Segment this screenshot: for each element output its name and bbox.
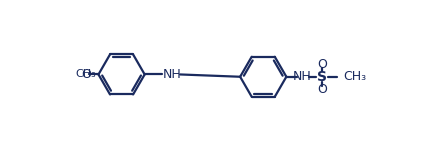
Text: CH₃: CH₃ bbox=[344, 70, 366, 83]
Text: O: O bbox=[81, 68, 91, 81]
Text: CH₃: CH₃ bbox=[76, 69, 96, 79]
Text: O: O bbox=[317, 83, 327, 96]
Text: NH: NH bbox=[163, 68, 182, 81]
Text: S: S bbox=[317, 70, 327, 84]
Text: NH: NH bbox=[292, 70, 311, 83]
Text: O: O bbox=[317, 58, 327, 71]
